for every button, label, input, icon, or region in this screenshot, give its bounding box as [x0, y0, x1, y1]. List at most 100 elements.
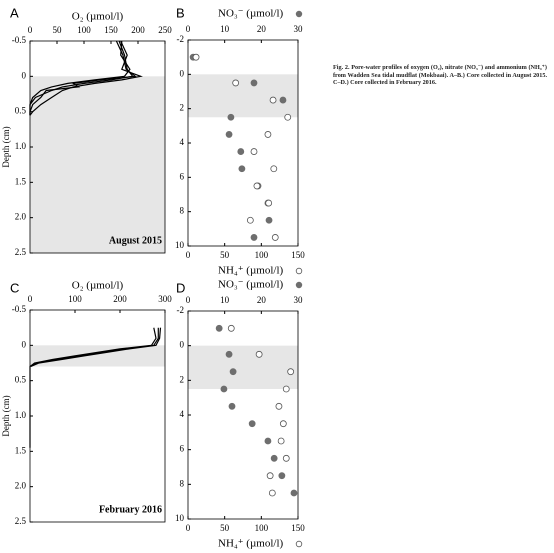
x-tick-label: 0: [28, 294, 33, 304]
x-axis-label: O₂ (µmol/l): [72, 11, 124, 23]
panel-label: B: [176, 5, 185, 20]
nitrate-point: [250, 79, 258, 87]
nitrate-point: [290, 489, 298, 497]
y-tick-label: 0: [22, 70, 27, 80]
ammonium-point: [269, 96, 277, 104]
ammonium-point: [287, 368, 295, 376]
nitrate-point: [265, 216, 273, 224]
panel-label: D: [176, 280, 185, 295]
sediment-shade: [188, 74, 298, 118]
nitrate-point: [225, 131, 233, 138]
ammonium-point: [253, 182, 261, 190]
y-tick-label: 2.0: [15, 481, 27, 491]
ammonium-point: [246, 216, 254, 224]
y-tick-label: 0.5: [15, 375, 27, 385]
y-tick-label: 10: [175, 240, 185, 250]
y-tick-label: 2.5: [15, 247, 27, 257]
x2-tick-label: 0: [186, 523, 191, 533]
y-tick-label: 8: [180, 206, 185, 216]
y-tick-label: -0.5: [12, 35, 27, 45]
y-tick-label: 0: [180, 340, 185, 350]
legend-label: NH₄⁺ (µmol/l): [218, 538, 284, 550]
y-tick-label: 4: [180, 137, 185, 147]
y-tick-label: 10: [175, 513, 185, 523]
nitrate-point: [220, 385, 228, 393]
y-tick-label: 6: [180, 171, 185, 181]
ammonium-point: [282, 385, 290, 393]
plot-frame: [29, 309, 166, 523]
plot-frame: [187, 310, 299, 520]
ammonium-point: [270, 165, 278, 173]
x-axis-label: O₂ (µmol/l): [72, 280, 124, 292]
x-tick-label: 200: [131, 25, 145, 35]
plot-frame: [187, 39, 299, 247]
y-tick-label: 1.5: [15, 176, 27, 186]
plot-frame: [29, 40, 166, 254]
legend-marker: [295, 540, 303, 548]
x2-tick-label: 50: [220, 523, 230, 533]
x-tick-label: 30: [294, 24, 304, 34]
nitrate-point: [250, 234, 258, 241]
sediment-shade: [30, 76, 165, 253]
y-tick-label: -0.5: [12, 304, 27, 314]
ammonium-point: [275, 402, 283, 410]
ammonium-point: [255, 350, 263, 358]
ammonium-point: [232, 79, 240, 87]
ammonium-point: [250, 148, 258, 155]
y-tick-label: 2.0: [15, 212, 27, 222]
x-tick-label: 20: [257, 24, 267, 34]
o2-profile: [29, 40, 143, 116]
ammonium-point: [282, 454, 290, 462]
x-tick-label: 200: [113, 294, 127, 304]
ammonium-point: [277, 437, 285, 445]
x-tick-label: 10: [220, 24, 230, 34]
nitrate-point: [270, 454, 278, 462]
nitrate-point: [248, 420, 256, 428]
legend-label: NO₃⁻ (µmol/l): [218, 279, 284, 291]
legend-marker: [295, 281, 303, 289]
y-tick-label: 2.5: [15, 516, 27, 526]
x-tick-label: 30: [294, 295, 304, 305]
x-tick-label: 150: [104, 25, 118, 35]
x-tick-label: 100: [77, 25, 91, 35]
legend-label: NO₃⁻ (µmol/l): [218, 8, 284, 20]
ammonium-point: [265, 199, 273, 207]
ammonium-point: [271, 234, 279, 241]
y-axis-label: Depth (cm): [1, 395, 11, 436]
x-tick-label: 0: [186, 24, 191, 34]
x2-tick-label: 150: [291, 250, 305, 260]
x-tick-label: 250: [158, 25, 172, 35]
x-tick-label: 100: [68, 294, 82, 304]
nitrate-point: [237, 148, 245, 155]
y-tick-label: 0: [22, 339, 27, 349]
legend-marker: [295, 10, 303, 18]
x2-tick-label: 100: [255, 523, 269, 533]
x2-tick-label: 0: [186, 250, 191, 260]
panel-label: C: [10, 280, 19, 295]
y-tick-label: 4: [180, 409, 185, 419]
x2-tick-label: 100: [255, 250, 269, 260]
ammonium-point: [268, 489, 276, 497]
y-tick-label: 8: [180, 478, 185, 488]
x2-tick-label: 50: [220, 250, 230, 260]
x-tick-label: 20: [257, 295, 267, 305]
caption: Fig. 2. Pore-water profiles of oxygen (O…: [333, 64, 547, 87]
ammonium-point: [264, 131, 272, 138]
ammonium-point: [284, 113, 292, 121]
y-tick-label: 0: [180, 68, 185, 78]
y-tick-label: 1.5: [15, 445, 27, 455]
nitrate-point: [264, 437, 272, 445]
ammonium-point: [279, 420, 287, 428]
o2-profile: [30, 327, 162, 368]
x-tick-label: 0: [28, 25, 33, 35]
y-tick-label: 1.0: [15, 141, 27, 151]
ammonium-point: [266, 472, 274, 480]
nitrate-point: [227, 113, 235, 121]
nitrate-point: [238, 165, 246, 173]
annotation: August 2015: [109, 235, 162, 246]
nitrate-point: [215, 324, 223, 332]
sediment-shade: [188, 345, 298, 389]
y-tick-label: 2: [180, 374, 185, 384]
